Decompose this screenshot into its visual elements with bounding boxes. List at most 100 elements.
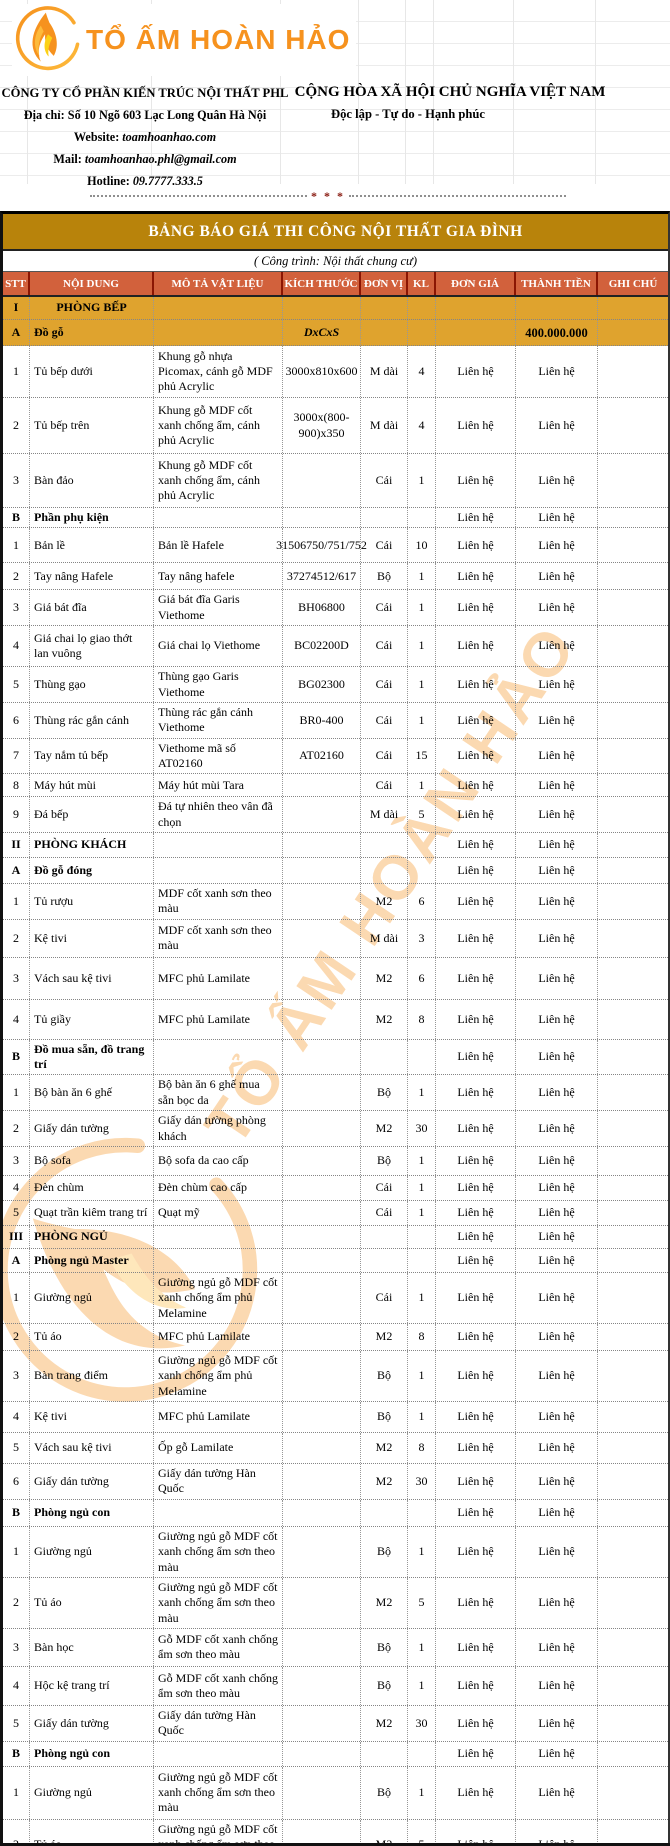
- cell-dg: [436, 320, 516, 346]
- cell-tt: Liên hệ: [516, 738, 598, 774]
- cell-gc: [598, 703, 668, 738]
- cell-tt: Liên hệ: [516, 398, 598, 454]
- cell-kt: [283, 1075, 361, 1111]
- cell-kl: 4: [408, 398, 436, 454]
- cell-kt: [283, 1111, 361, 1146]
- company-name: CÔNG TY CỔ PHẦN KIẾN TRÚC NỘI THẤT PHL: [1, 86, 289, 100]
- cell-tt: Liên hệ: [516, 1766, 598, 1819]
- cell-dv: M dài: [361, 398, 408, 454]
- table-row: 4 Đèn chùm Đèn chùm cao cấp Cái 1 Liên hệ Liên…: [3, 1175, 668, 1201]
- cell-kt: [283, 919, 361, 957]
- cell-dg: [436, 297, 516, 320]
- cell-stt: 3: [3, 1351, 30, 1402]
- cell-kl: 1: [408, 563, 436, 590]
- cell-gc: [598, 1667, 668, 1705]
- cell-kl: 4: [408, 346, 436, 398]
- cell-gc: [598, 398, 668, 453]
- cell-stt: 3: [3, 957, 30, 999]
- cell-dv: Cái: [361, 1272, 408, 1323]
- cell-dg: Liên hệ: [436, 1146, 516, 1175]
- column-header: GHI CHÚ: [608, 278, 658, 290]
- cell-tt: Liên hệ: [516, 626, 598, 667]
- cell-kl: [408, 320, 436, 346]
- cell-tt: Liên hệ: [516, 1200, 598, 1225]
- cell-gc: [598, 1176, 668, 1200]
- cell-tt: Liên hệ: [516, 774, 598, 797]
- cell-dg: Liên hệ: [436, 667, 516, 702]
- cell-mt: Máy hút mùi Tara: [154, 774, 283, 797]
- cell-tt: Liên hệ: [516, 1628, 598, 1666]
- cell-stt: A: [3, 320, 30, 346]
- cell-kt: BC02200D: [283, 626, 361, 667]
- cell-kl: [408, 1039, 436, 1075]
- cell-gc: [598, 1000, 668, 1039]
- table-row: 1 Giường ngủ Giường ngủ gỗ MDF cốt xanh ch…: [3, 1766, 668, 1820]
- cell-kl: 6: [408, 884, 436, 919]
- table-row: A Phòng ngủ Master Liên hệ Liên hệ: [3, 1248, 668, 1273]
- cell-gc: [598, 1402, 668, 1432]
- cell-mt: Thùng rác gắn cánh Viethome: [154, 702, 283, 738]
- cell-gc: [598, 1464, 668, 1499]
- cell-kl: 3: [408, 919, 436, 957]
- cell-dv: [361, 858, 408, 884]
- cell-kl: 1: [408, 1075, 436, 1111]
- cell-kl: 10: [408, 528, 436, 563]
- cell-mt: MFC phủ Lamilate: [154, 957, 283, 999]
- cell-dv: Cái: [361, 774, 408, 797]
- cell-kl: 8: [408, 1433, 436, 1464]
- cell-kl: [408, 1499, 436, 1526]
- cell-gc: [598, 590, 668, 625]
- cell-nd: Giấy dán tường: [30, 1705, 154, 1741]
- cell-gc: [598, 1433, 668, 1463]
- cell-dg: Liên hệ: [436, 590, 516, 626]
- cell-kl: 5: [408, 797, 436, 833]
- cell-nd: Quạt trần kiêm trang trí: [30, 1200, 154, 1225]
- cell-kt: [283, 454, 361, 508]
- cell-dv: M dài: [361, 346, 408, 398]
- cell-mt: Giấy dán tường Hàn Quốc: [154, 1464, 283, 1499]
- cell-nd: Giá chai lọ giao thớt lan vuông: [30, 626, 154, 667]
- cell-mt: Giường ngủ gỗ MDF cốt xanh chống ẩm phủ …: [154, 1351, 283, 1402]
- table-row: 8 Máy hút mùi Máy hút mùi Tara Cái 1 Liên hệ L…: [3, 774, 668, 798]
- cell-kl: [408, 858, 436, 884]
- cell-mt: Giường ngủ gỗ MDF cốt xanh chống ẩm sơn …: [154, 1766, 283, 1819]
- cell-gc: [598, 1273, 668, 1323]
- cell-mt: [154, 320, 283, 346]
- cell-dg: Liên hệ: [436, 398, 516, 454]
- cell-mt: Giường ngủ gỗ MDF cốt xanh chống ẩm sơn …: [154, 1819, 283, 1846]
- cell-dg: Liên hệ: [436, 528, 516, 563]
- cell-mt: [154, 1741, 283, 1766]
- cell-mt: [154, 1248, 283, 1272]
- cell-stt: 3: [3, 454, 30, 508]
- cell-mt: Tay nâng hafele: [154, 563, 283, 590]
- cell-tt: Liên hệ: [516, 702, 598, 738]
- table-row: 1 Tủ bếp dưới Khung gỗ nhựa Picomax, cánh …: [3, 346, 668, 399]
- cell-stt: B: [3, 508, 30, 528]
- table-row: 2 Kệ tivi MDF cốt xanh sơn theo màu M dài 3 L…: [3, 919, 668, 958]
- cell-tt: Liên hệ: [516, 1819, 598, 1846]
- cell-kl: [408, 508, 436, 528]
- cell-mt: Khung gỗ MDF cốt xanh chống ẩm, cánh phủ…: [154, 454, 283, 508]
- cell-tt: Liên hệ: [516, 1402, 598, 1433]
- cell-dg: Liên hệ: [436, 1766, 516, 1819]
- cell-nd: Phòng ngủ con: [30, 1741, 154, 1766]
- cell-kl: 5: [408, 1819, 436, 1846]
- cell-dv: Cái: [361, 667, 408, 702]
- cell-tt: Liên hệ: [516, 1111, 598, 1146]
- cell-kl: 1: [408, 702, 436, 738]
- mail-label: Mail:: [53, 152, 82, 166]
- cell-kt: 3000x(800-900)x350: [283, 398, 361, 454]
- cell-gc: [598, 1527, 668, 1577]
- table-row: B Phần phụ kiện Liên hệ Liên hệ: [3, 508, 668, 529]
- cell-stt: 2: [3, 1577, 30, 1628]
- cell-stt: 5: [3, 1200, 30, 1225]
- cell-tt: Liên hệ: [516, 563, 598, 590]
- cell-kt: [283, 1039, 361, 1075]
- table-row: 3 Bộ sofa Bộ sofa da cao cấp Bộ 1 Liên hệ Liên…: [3, 1146, 668, 1176]
- company-website: Website: toamhoanhao.com: [0, 126, 290, 148]
- cell-mt: Giường ngủ gỗ MDF cốt xanh chống ẩm sơn …: [154, 1577, 283, 1628]
- cell-gc: [598, 1040, 668, 1075]
- cell-kt: [283, 1628, 361, 1666]
- table-row: 4 Kệ tivi MFC phủ Lamilate Bộ 1 Liên hệ Liên h…: [3, 1402, 668, 1434]
- cell-stt: 2: [3, 563, 30, 590]
